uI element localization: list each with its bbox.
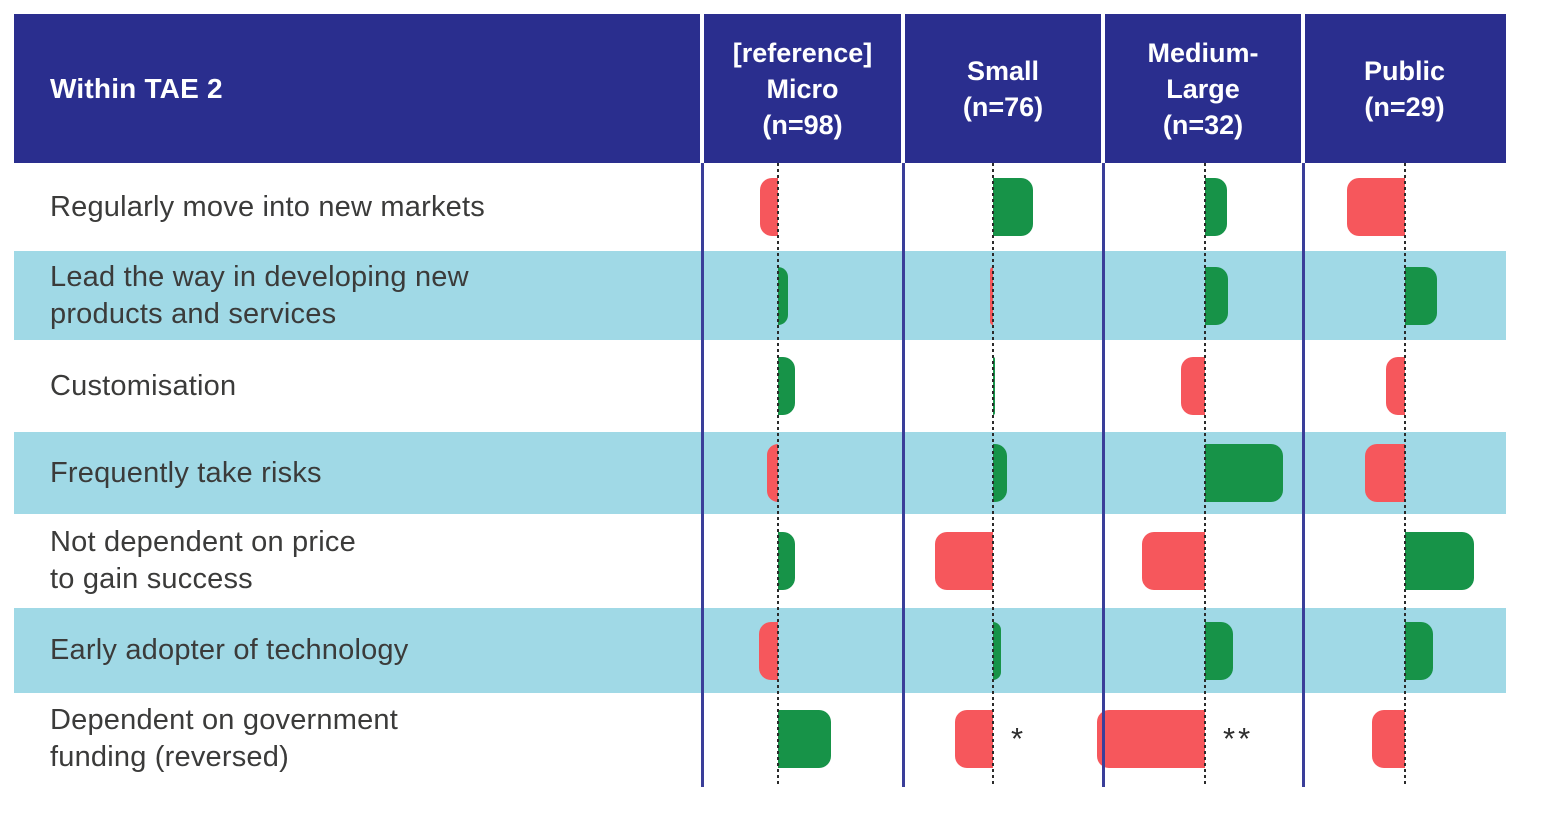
deviation-bar [760, 178, 778, 236]
comparison-table: Within TAE 2 [reference] Micro (n=98) Sm… [14, 14, 1506, 787]
deviation-bar [993, 444, 1007, 502]
reference-dotted-line [1204, 163, 1206, 787]
deviation-bar [759, 621, 778, 680]
deviation-bar [935, 532, 993, 590]
deviation-bar [1205, 444, 1283, 502]
row-stripe [14, 340, 1506, 432]
deviation-bar [990, 266, 993, 325]
deviation-bar [955, 710, 993, 768]
deviation-bar [1097, 710, 1205, 768]
table-header: Within TAE 2 [reference] Micro (n=98) Sm… [14, 14, 1506, 163]
reference-dotted-line [992, 163, 994, 787]
column-border-line [1302, 163, 1305, 787]
deviation-bar [778, 710, 831, 768]
deviation-bar [778, 357, 795, 415]
deviation-bar [1386, 357, 1405, 415]
header-separator [1301, 14, 1305, 163]
deviation-bar [993, 357, 995, 415]
row-label: Frequently take risks [50, 456, 322, 489]
row-stripe [14, 693, 1506, 785]
row-label: Dependent on government funding (reverse… [50, 704, 399, 773]
column-border-line [1102, 163, 1105, 787]
deviation-bar [993, 178, 1033, 236]
row-label: Early adopter of technology [50, 634, 409, 666]
header-separator [1101, 14, 1105, 163]
column-border-line [902, 163, 905, 787]
significance-asterisk: * [1011, 721, 1027, 756]
column-header-small: Small (n=76) [962, 55, 1044, 122]
deviation-bar [1181, 357, 1205, 415]
deviation-bar [1405, 266, 1437, 325]
significance-asterisk: ** [1223, 721, 1254, 756]
deviation-bar [1205, 621, 1233, 680]
row-label: Customisation [50, 369, 237, 402]
row-label: Regularly move into new markets [50, 190, 485, 223]
deviation-bar [1405, 621, 1433, 680]
deviation-bar [778, 266, 788, 325]
deviation-bar [993, 621, 1001, 680]
deviation-bar [1205, 266, 1228, 325]
table-title: Within TAE 2 [50, 72, 223, 104]
deviation-bar [1405, 532, 1474, 590]
deviation-bar [1347, 178, 1405, 236]
deviation-bar [767, 444, 778, 502]
reference-dotted-line [777, 163, 779, 787]
deviation-bar [1365, 444, 1405, 502]
reference-dotted-line [1404, 163, 1406, 787]
deviation-bar [1372, 710, 1405, 768]
column-header-micro: [reference] Micro (n=98) [732, 37, 873, 140]
row-stripe [14, 514, 1506, 608]
row-label: Lead the way in developing new products … [50, 260, 469, 330]
column-header-medium-large: Medium- Large (n=32) [1147, 37, 1259, 140]
row-label: Not dependent on price to gain success [50, 526, 356, 595]
deviation-bar [1205, 178, 1227, 236]
column-header-public: Public (n=29) [1363, 55, 1445, 122]
column-border-line [701, 163, 704, 787]
header-separator [700, 14, 704, 163]
deviation-bar [778, 532, 795, 590]
header-separator [901, 14, 905, 163]
row-stripe [14, 251, 1506, 340]
deviation-bar [1142, 532, 1205, 590]
